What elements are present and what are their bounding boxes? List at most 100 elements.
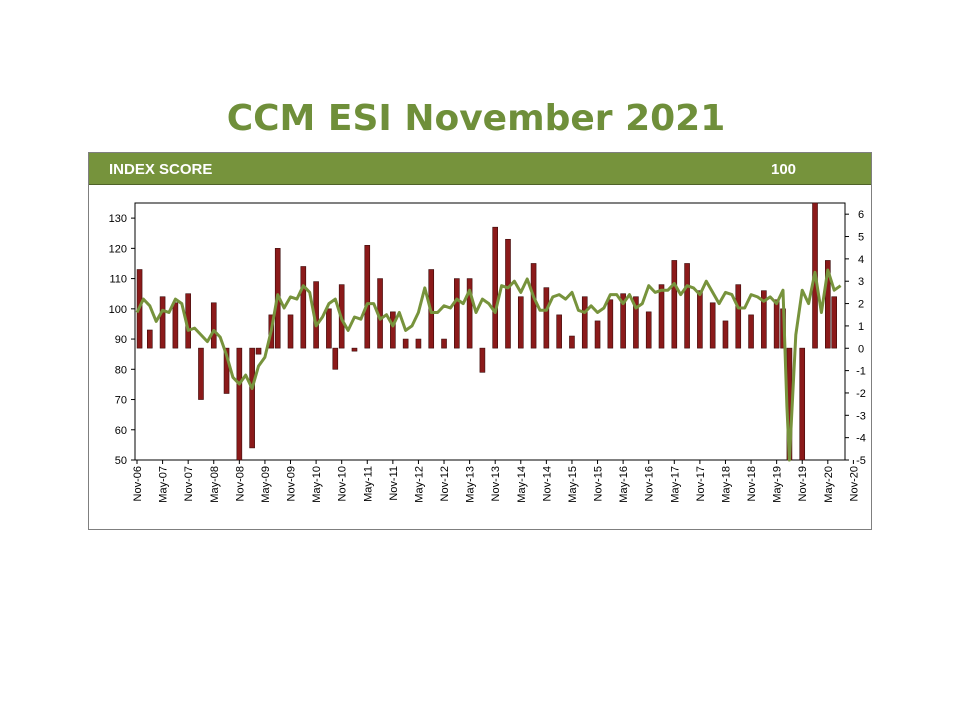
right-axis-tick-label: 1 — [858, 321, 864, 333]
x-axis-tick-label: Nov-07 — [183, 466, 195, 501]
x-axis-tick-label: May-17 — [669, 466, 681, 503]
bar — [633, 296, 639, 349]
esi-chart: 50 60 70 80 90 100 110 120 130 -5 -4 -3 -2 -1 0 1 2 3 4 5 6 N… — [109, 202, 866, 503]
bar — [735, 284, 742, 349]
bar — [364, 245, 371, 349]
bar — [287, 314, 294, 349]
x-axis-tick-label: May-13 — [465, 466, 477, 503]
bar — [684, 263, 690, 349]
x-axis-tick-label: May-08 — [209, 466, 221, 503]
bar — [454, 278, 460, 349]
x-axis-tick-label: May-11 — [362, 466, 374, 502]
right-axis-tick-label: -1 — [856, 366, 866, 378]
x-axis-tick-label: Nov-11 — [388, 466, 400, 501]
x-axis-tick-label: May-16 — [618, 466, 630, 503]
bar — [210, 302, 217, 349]
right-axis-tick-label: 0 — [858, 343, 864, 355]
bar — [479, 347, 486, 373]
left-axis-tick-label: 110 — [109, 274, 127, 286]
right-axis-tick-label: 2 — [858, 299, 864, 311]
bar — [159, 296, 166, 349]
bar — [581, 296, 588, 349]
bar — [332, 347, 339, 370]
bar — [223, 347, 230, 394]
right-axis-tick-label: -3 — [856, 410, 866, 422]
bar — [172, 302, 179, 349]
right-axis-tick-label: 3 — [858, 276, 864, 288]
bar — [492, 226, 498, 349]
index-score-label: INDEX SCORE — [109, 161, 213, 178]
bar — [466, 278, 473, 349]
bar — [569, 335, 575, 349]
bar — [198, 347, 204, 400]
right-axis-tick-label: 6 — [858, 209, 864, 221]
x-axis-tick-label: Nov-19 — [797, 466, 809, 501]
bar — [594, 320, 601, 349]
bar — [773, 299, 780, 349]
bar — [831, 296, 838, 349]
index-line — [135, 268, 842, 462]
x-axis-tick-label: Nov-16 — [644, 466, 656, 501]
bar — [351, 347, 358, 352]
bar — [825, 260, 831, 349]
bar — [249, 347, 255, 449]
bar — [709, 302, 716, 349]
x-axis-tick-label: Nov-14 — [541, 466, 553, 501]
x-axis-tick-label: Nov-06 — [132, 466, 144, 501]
bar — [530, 263, 537, 349]
x-axis-tick-label: Nov-15 — [593, 466, 605, 501]
bar — [697, 290, 703, 349]
bar — [620, 293, 626, 349]
x-axis-tick-label: May-14 — [516, 466, 528, 503]
bar — [255, 347, 262, 355]
bar — [556, 314, 562, 349]
x-axis-tick-label: Nov-13 — [490, 466, 502, 501]
bar — [390, 311, 396, 349]
bar — [658, 284, 665, 349]
bar — [505, 238, 511, 349]
bar — [300, 266, 307, 349]
left-axis-tick-label: 130 — [109, 213, 127, 225]
bar — [607, 299, 614, 349]
bar — [761, 290, 767, 349]
x-axis-tick-label: May-09 — [260, 466, 272, 503]
bar — [748, 314, 754, 349]
chart-title: CCM ESI November 2021 — [226, 98, 726, 139]
x-axis-tick-label: Nov-09 — [286, 466, 298, 501]
bar — [236, 347, 243, 461]
plot-area — [134, 202, 846, 461]
bar — [543, 287, 550, 349]
x-axis-tick-label: May-10 — [311, 466, 323, 503]
index-score-value: 100 — [771, 161, 797, 178]
left-axis-tick-label: 80 — [115, 364, 127, 376]
bar — [402, 338, 409, 349]
left-axis-tick-label: 50 — [115, 455, 127, 467]
x-axis-tick-label: Nov-10 — [337, 466, 349, 501]
x-axis-tick-label: May-20 — [823, 466, 835, 503]
bar — [799, 347, 806, 461]
x-axis-tick-label: Nov-12 — [439, 466, 451, 501]
x-axis-tick-label: May-18 — [720, 466, 732, 503]
x-axis-tick-label: May-07 — [158, 466, 170, 503]
right-axis-tick-label: -2 — [856, 388, 866, 400]
x-axis-tick-label: Nov-18 — [746, 466, 758, 501]
left-axis-tick-label: 100 — [109, 304, 127, 316]
x-axis-tick-label: Nov-17 — [695, 466, 707, 501]
left-axis-tick-label: 60 — [115, 425, 127, 437]
bar — [722, 320, 729, 349]
bar — [326, 308, 332, 349]
right-axis-tick-label: -4 — [856, 433, 866, 445]
right-axis-tick-label: 4 — [858, 254, 864, 266]
bar — [146, 329, 153, 349]
left-axis-tick-label: 90 — [115, 334, 127, 346]
bar — [671, 260, 678, 349]
index-score-bar: INDEX SCORE 100 — [89, 153, 871, 185]
x-axis-tick-label: May-15 — [567, 466, 579, 503]
x-axis-tick-label: May-19 — [772, 466, 784, 503]
right-axis-tick-label: -5 — [856, 455, 866, 467]
bar — [415, 338, 422, 349]
bar — [645, 311, 652, 349]
right-axis-tick-label: 5 — [858, 232, 864, 244]
x-axis-tick-label: May-12 — [413, 466, 425, 503]
x-axis-tick-label: Nov-08 — [234, 466, 246, 501]
